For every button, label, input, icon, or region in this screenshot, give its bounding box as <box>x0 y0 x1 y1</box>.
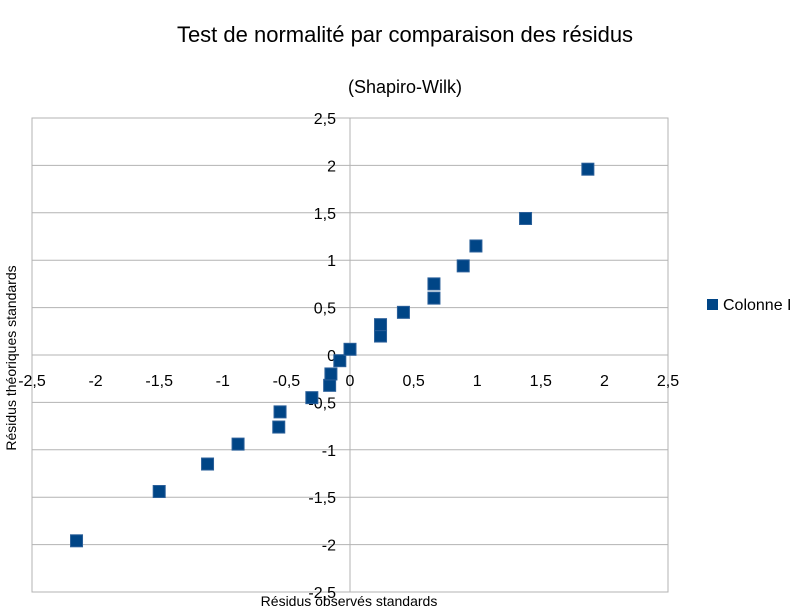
legend-label: Colonne I <box>723 297 792 314</box>
plot-area: 2,5 2 1,5 1 0,5 0 -0,5 -1 -1,5 -2 -2,5 -2,5 -2 -1,5 -1… <box>18 111 679 602</box>
data-point <box>201 457 215 471</box>
data-point <box>272 420 286 434</box>
data-point <box>427 277 441 291</box>
x-tick-label: -0,5 <box>273 373 301 390</box>
data-point <box>152 485 166 499</box>
y-tick-label: 0,5 <box>314 301 336 318</box>
y-tick-label: -2,5 <box>308 585 336 602</box>
x-tick-label: -1 <box>216 373 230 390</box>
y-tick-label: 1 <box>327 253 336 270</box>
data-point <box>323 378 337 392</box>
data-point <box>374 329 388 343</box>
x-tick-label: -2,5 <box>18 373 46 390</box>
x-tick-label: -1,5 <box>145 373 173 390</box>
legend-swatch <box>707 299 718 310</box>
data-point <box>343 342 357 356</box>
data-point <box>70 534 84 548</box>
data-point <box>581 162 595 176</box>
x-tick-label: -2 <box>88 373 102 390</box>
data-points <box>70 162 595 548</box>
x-tick-label: 1,5 <box>530 373 552 390</box>
data-point <box>456 259 470 273</box>
y-tick-label: -2 <box>322 538 336 555</box>
data-point <box>396 305 410 319</box>
data-point <box>519 211 533 225</box>
y-axis-label: Résidus théoriques standards <box>3 265 19 450</box>
data-point <box>333 354 347 368</box>
data-point <box>273 405 287 419</box>
data-point <box>469 239 483 253</box>
data-point <box>305 391 319 405</box>
data-point <box>324 367 338 381</box>
x-tick-label: 2,5 <box>657 373 679 390</box>
y-tick-label: -1 <box>322 443 336 460</box>
y-tick-label: 2,5 <box>314 111 336 128</box>
data-point <box>374 318 388 332</box>
x-tick-label: 0 <box>346 373 355 390</box>
chart-title: Test de normalité par comparaison des ré… <box>177 22 633 47</box>
y-tick-label: 2 <box>327 158 336 175</box>
tick-labels: 2,5 2 1,5 1 0,5 0 -0,5 -1 -1,5 -2 -2,5 -2,5 -2 -1,5 -1… <box>18 111 679 602</box>
y-tick-label: -1,5 <box>308 490 336 507</box>
chart-subtitle: (Shapiro-Wilk) <box>348 77 462 97</box>
x-tick-label: 1 <box>473 373 482 390</box>
legend: Colonne I <box>707 297 792 314</box>
data-point <box>231 437 245 451</box>
y-tick-label: 0 <box>327 348 336 365</box>
x-tick-label: 0,5 <box>402 373 424 390</box>
x-axis-label: Résidus observés standards <box>261 593 438 609</box>
x-tick-label: 2 <box>600 373 609 390</box>
y-tick-label: 1,5 <box>314 206 336 223</box>
data-point <box>427 291 441 305</box>
